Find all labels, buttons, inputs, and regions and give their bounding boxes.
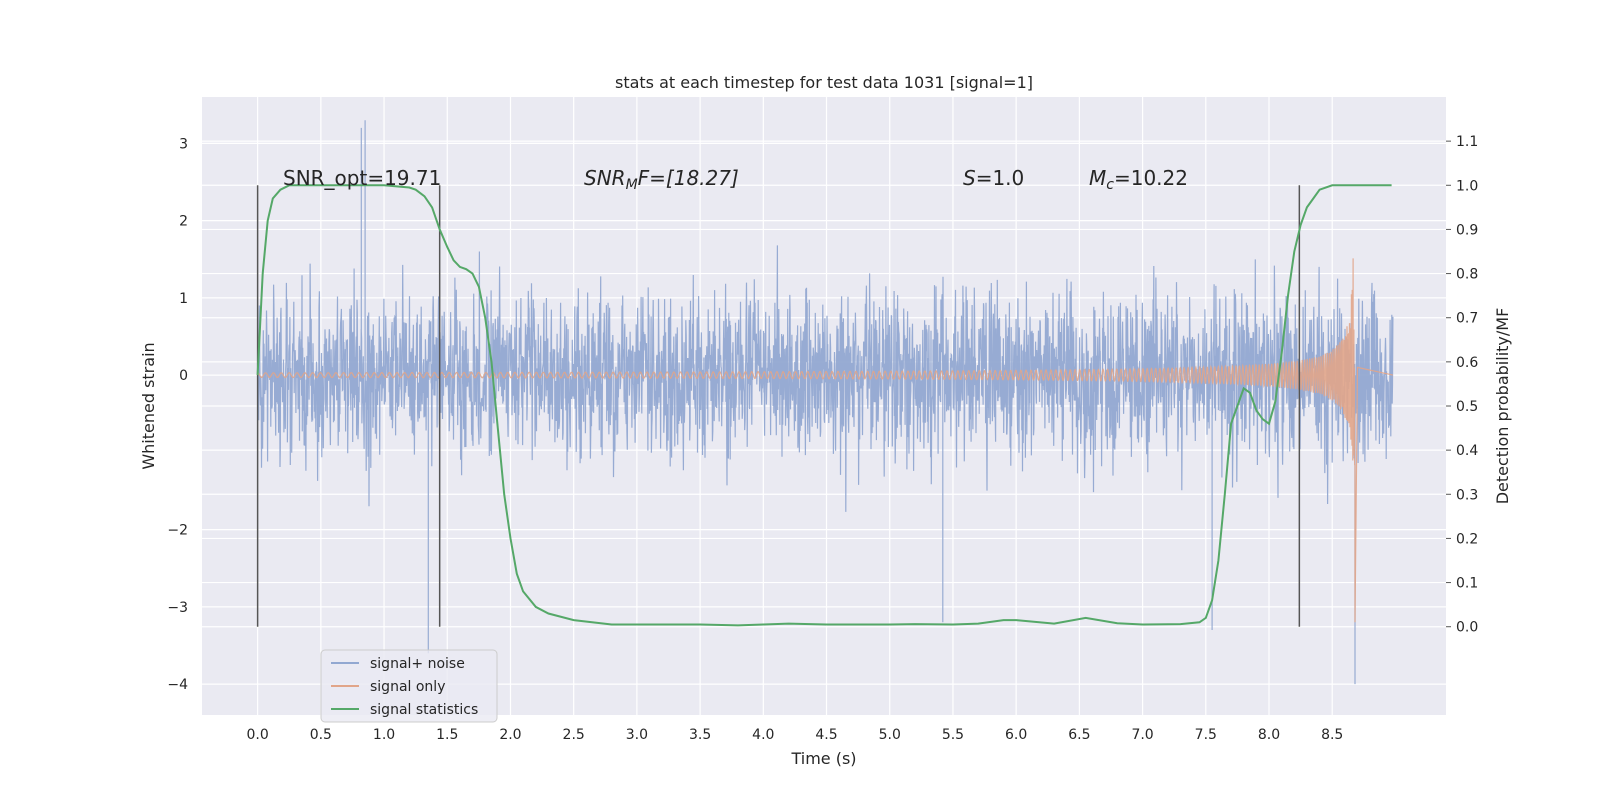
x-tick-label: 3.0 [626, 727, 648, 743]
y2-tick-label: 1.0 [1456, 178, 1478, 194]
statistics-series-layer [256, 184, 1392, 627]
y-tick-label: −2 [167, 523, 188, 539]
x-tick-label: 2.0 [499, 727, 521, 743]
y2-tick-label: 1.1 [1456, 134, 1478, 150]
legend-label-statistics: signal statistics [370, 702, 478, 718]
x-tick-label: 4.0 [752, 727, 774, 743]
x-axis-label: Time (s) [790, 749, 856, 768]
x-tick-label: 5.0 [879, 727, 901, 743]
legend-label-signal: signal only [370, 679, 445, 695]
annotations: SNR_opt=19.71 SNRMF=[18.27] S=1.0 Mc=10.… [283, 166, 1188, 193]
y2-tick-label: 0.4 [1456, 443, 1478, 459]
legend-label-noise: signal+ noise [370, 656, 465, 672]
y2-tick-label: 0.0 [1456, 620, 1478, 636]
x-tick-label: 7.0 [1131, 727, 1153, 743]
y2-tick-label: 0.7 [1456, 311, 1478, 327]
y2-tick-label: 0.3 [1456, 487, 1478, 503]
tick-layer: 0.0 0.5 1.0 1.5 2.0 2.5 3.0 3.5 4.0 4.5 5.0 5.5 6.0 6… [167, 134, 1478, 743]
annotation-snr-opt: SNR_opt=19.71 [283, 166, 441, 190]
x-tick-label: 8.0 [1258, 727, 1280, 743]
x-tick-label: 5.5 [942, 727, 964, 743]
x-tick-label: 2.5 [563, 727, 585, 743]
x-tick-label: 1.0 [373, 727, 395, 743]
vertical-lines-layer [256, 185, 1301, 627]
y-tick-label: 2 [179, 214, 188, 230]
y2-tick-label: 0.1 [1456, 576, 1478, 592]
legend: signal+ noise signal only signal statist… [320, 649, 498, 723]
y-tick-label: 3 [179, 136, 188, 152]
y-tick-label: −4 [167, 677, 188, 693]
series-signal-plus-noise [257, 120, 1394, 685]
y2-tick-label: 0.6 [1456, 355, 1478, 371]
annotation-snr-mf: SNRMF=[18.27] [584, 166, 739, 193]
annotation-mc: Mc=10.22 [1089, 166, 1188, 193]
x-tick-label: 0.5 [310, 727, 332, 743]
y-axis-label: Whitened strain [139, 342, 158, 469]
y2-tick-label: 0.9 [1456, 222, 1478, 238]
y-tick-label: 1 [179, 291, 188, 307]
x-tick-label: 3.5 [689, 727, 711, 743]
series-signal-statistics [256, 184, 1392, 627]
x-tick-label: 4.5 [815, 727, 837, 743]
y2-tick-label: 0.2 [1456, 531, 1478, 547]
y2-tick-label: 0.8 [1456, 267, 1478, 283]
y-tick-label: −3 [167, 600, 188, 616]
signal-series-layer [257, 258, 1394, 623]
x-tick-label: 1.5 [436, 727, 458, 743]
x-tick-label: 7.5 [1195, 727, 1217, 743]
x-tick-label: 6.0 [1005, 727, 1027, 743]
y-tick-label: 0 [179, 368, 188, 384]
y2-tick-label: 0.5 [1456, 399, 1478, 415]
x-tick-label: 8.5 [1321, 727, 1343, 743]
chart-title: stats at each timestep for test data 103… [615, 73, 1033, 92]
noise-series-layer [257, 120, 1394, 685]
x-tick-label: 0.0 [246, 727, 268, 743]
legend-box [320, 649, 498, 723]
series-signal-only [257, 258, 1394, 623]
y2-axis-label: Detection probability/MF [1493, 308, 1512, 505]
annotation-s: S=1.0 [963, 166, 1024, 190]
x-tick-label: 6.5 [1068, 727, 1090, 743]
